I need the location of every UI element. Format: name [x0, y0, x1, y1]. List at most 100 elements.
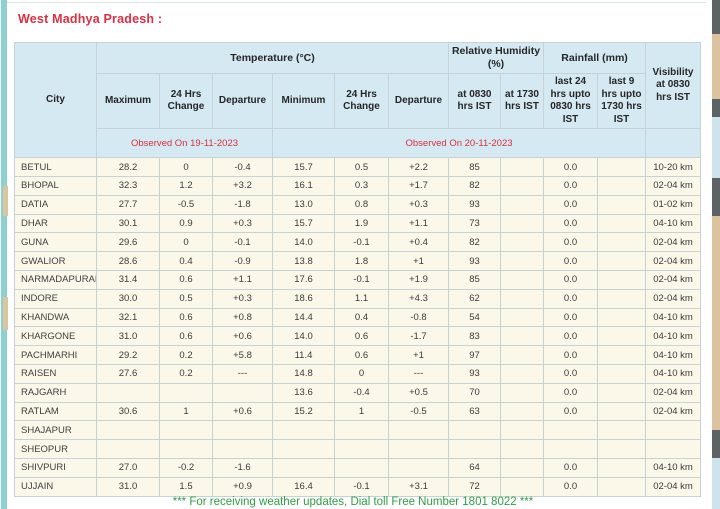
data-cell: -0.5 — [159, 194, 213, 215]
data-cell — [388, 458, 449, 478]
data-cell: 0.0 — [543, 288, 599, 309]
data-cell: -0.1 — [334, 270, 389, 290]
data-cell: +1 — [388, 345, 449, 366]
sliver-segment — [712, 99, 720, 117]
data-cell: +0.3 — [212, 288, 273, 309]
column-header-maximum: Maximum — [96, 73, 160, 130]
data-cell — [597, 307, 647, 328]
data-cell: +1.7 — [388, 176, 449, 196]
data-cell: 14.4 — [272, 307, 335, 328]
sliver-segment — [712, 178, 720, 216]
city-name: NARMADAPURAM — [14, 270, 97, 290]
data-cell: 14.8 — [272, 364, 335, 384]
data-cell: -0.5 — [388, 401, 449, 422]
data-cell: 0.0 — [543, 476, 599, 497]
data-cell — [499, 194, 545, 215]
data-cell — [645, 420, 702, 441]
data-cell — [96, 420, 160, 441]
data-cell: 0.6 — [334, 326, 389, 347]
data-cell: -1.7 — [388, 326, 449, 347]
data-cell — [499, 232, 545, 253]
sliver-segment — [712, 34, 720, 99]
city-name: BHOPAL — [14, 176, 97, 196]
data-cell: 0 — [334, 364, 389, 384]
column-header-max-departure: Departure — [212, 73, 273, 130]
city-name: RATLAM — [14, 401, 97, 422]
data-cell: 0.5 — [159, 288, 213, 309]
data-cell: 14.0 — [272, 326, 335, 347]
data-cell: 0.2 — [159, 364, 213, 384]
city-name: KHANDWA — [14, 307, 97, 328]
data-cell: 31.4 — [96, 270, 160, 290]
data-cell: +1 — [388, 251, 449, 272]
column-header-rain-24hrs: last 24 hrs upto 0830 hrs IST — [543, 73, 599, 130]
data-cell: 29.2 — [96, 345, 160, 366]
data-cell — [334, 439, 389, 459]
data-cell: +0.9 — [212, 476, 273, 497]
data-cell: 0.0 — [543, 458, 599, 478]
data-cell: 82 — [448, 232, 501, 253]
data-cell: 15.7 — [272, 213, 335, 234]
data-cell: 10-20 km — [645, 157, 702, 178]
data-cell: 04-10 km — [645, 326, 702, 347]
data-cell: 0.5 — [334, 157, 389, 178]
data-cell: +1.1 — [388, 213, 449, 234]
data-cell: 0.3 — [334, 176, 389, 196]
data-cell: 02-04 km — [645, 232, 702, 253]
data-cell: 0.0 — [543, 194, 599, 215]
observed-date-current-day: Observed On 20-11-2023 — [271, 128, 647, 159]
column-header-min-change: 24 Hrs Change — [334, 73, 389, 130]
data-cell: -0.4 — [334, 382, 389, 403]
data-cell: +3.2 — [212, 176, 273, 196]
group-header-rainfall: Rainfall (mm) — [543, 41, 647, 75]
data-cell: 0.0 — [543, 326, 599, 347]
table-row: DHAR 30.1 0.9 +0.3 15.7 1.9 +1.1 73 0.0 04-10 km — [14, 213, 702, 234]
data-cell — [334, 420, 389, 441]
data-cell: 0.6 — [159, 307, 213, 328]
data-cell: 16.1 — [272, 176, 335, 196]
data-cell: 28.6 — [96, 251, 160, 272]
data-cell: +1.1 — [212, 270, 273, 290]
city-name: KHARGONE — [14, 326, 97, 347]
data-cell — [272, 439, 335, 459]
data-cell — [543, 439, 599, 459]
data-cell: 30.1 — [96, 213, 160, 234]
column-header-rh-1730: at 1730 hrs IST — [499, 73, 545, 130]
data-cell: -1.6 — [212, 458, 273, 478]
data-cell: 1.1 — [334, 288, 389, 309]
data-cell — [212, 420, 273, 441]
data-cell: 04-10 km — [645, 345, 702, 366]
data-cell: 02-04 km — [645, 288, 702, 309]
data-cell: 04-10 km — [645, 458, 702, 478]
data-cell: -0.2 — [159, 458, 213, 478]
data-cell — [499, 251, 545, 272]
data-cell: 0.0 — [543, 213, 599, 234]
data-cell: 18.6 — [272, 288, 335, 309]
city-name: DATIA — [14, 194, 97, 215]
data-cell: 13.6 — [272, 382, 335, 403]
data-cell: -1.8 — [212, 194, 273, 215]
city-name: GUNA — [14, 232, 97, 253]
table-row: SHIVPURI 27.0 -0.2 -1.6 64 0.0 04-10 km — [14, 458, 702, 478]
data-cell: 1.9 — [334, 213, 389, 234]
table-row: BETUL 28.2 0 -0.4 15.7 0.5 +2.2 85 0.0 10-20 km — [14, 157, 702, 178]
table-row: RAJGARH 13.6 -0.4 +0.5 70 0.0 02-04 km — [14, 382, 702, 403]
data-cell: -0.1 — [334, 232, 389, 253]
data-cell: 0.0 — [543, 232, 599, 253]
data-cell — [597, 251, 647, 272]
data-cell: 13.0 — [272, 194, 335, 215]
scrollbar-thumb[interactable] — [712, 0, 720, 34]
data-cell — [597, 382, 647, 403]
data-cell: 0.0 — [543, 270, 599, 290]
column-header-rh-0830: at 0830 hrs IST — [448, 73, 501, 130]
data-cell: 0.6 — [334, 345, 389, 366]
data-cell — [499, 157, 545, 178]
data-cell — [499, 382, 545, 403]
data-cell: 1 — [334, 401, 389, 422]
data-cell — [499, 458, 545, 478]
table-row: SHAJAPUR — [14, 420, 702, 441]
data-cell: 32.1 — [96, 307, 160, 328]
data-cell — [597, 345, 647, 366]
data-cell: 0.6 — [159, 326, 213, 347]
